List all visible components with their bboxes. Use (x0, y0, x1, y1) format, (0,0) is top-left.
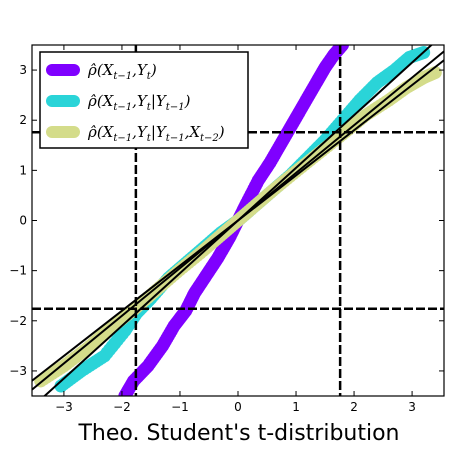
legend-subscript: t−1 (113, 102, 132, 113)
legend-text-part: ) (218, 123, 225, 141)
legend-label: ρ̂(Xt−1,Yt|Yt−1) (87, 92, 191, 113)
legend-text-part: ρ̂(X (87, 123, 115, 141)
legend-text-part: ρ̂(X (87, 92, 115, 110)
legend-text-part: ,X (185, 123, 202, 141)
legend-subscript: t−1 (166, 102, 185, 113)
legend-text-part: ρ̂(X (87, 61, 115, 79)
axes: −3 −2 −1 0 1 2 3 −3 −2 −1 0 1 2 3 (9, 44, 445, 414)
legend-subscript: t (147, 71, 152, 82)
legend: ρ̂(Xt−1,Yt)ρ̂(Xt−1,Yt|Yt−1)ρ̂(Xt−1,Yt|Yt… (39, 51, 249, 149)
x-tick-label: −2 (113, 400, 131, 414)
reference-line-3 (32, 59, 444, 382)
y-tick-label: 1 (19, 163, 27, 177)
legend-label: ρ̂(Xt−1,Yt|Yt−1,Xt−2) (87, 123, 225, 144)
y-tick-label: 0 (19, 214, 27, 228)
legend-subscript: t−1 (166, 133, 185, 144)
x-tick-label: 0 (234, 400, 242, 414)
y-tick-label: 2 (19, 113, 27, 127)
x-tick-label: 3 (408, 400, 416, 414)
x-tick-label: 2 (350, 400, 358, 414)
legend-subscript: t (147, 133, 152, 144)
y-tick-label: −3 (9, 364, 27, 378)
legend-subscript: t (147, 102, 152, 113)
legend-subscript: t−1 (113, 71, 132, 82)
legend-text-part: |Y (151, 123, 168, 141)
plot-inner (32, 45, 444, 396)
legend-text-part: ) (184, 92, 191, 110)
y-tick-label: −1 (9, 264, 27, 278)
legend-text-part: ,Y (132, 123, 149, 141)
legend-text-part: |Y (151, 92, 168, 110)
x-tick-label: 1 (292, 400, 300, 414)
x-tick-label: −1 (171, 400, 189, 414)
x-tick-label: −3 (55, 400, 73, 414)
plot-area (32, 45, 444, 396)
legend-subscript: t−1 (113, 133, 132, 144)
y-tick-label: −2 (9, 314, 27, 328)
y-tick-label: 3 (19, 63, 27, 77)
legend-text-part: ,Y (132, 92, 149, 110)
x-axis-label: Theo. Student's t-distribution (77, 421, 399, 446)
legend-text-part: ) (150, 61, 157, 79)
legend-label: ρ̂(Xt−1,Yt) (87, 61, 157, 82)
legend-subscript: t−2 (200, 133, 219, 144)
legend-text-part: ,Y (132, 61, 149, 79)
